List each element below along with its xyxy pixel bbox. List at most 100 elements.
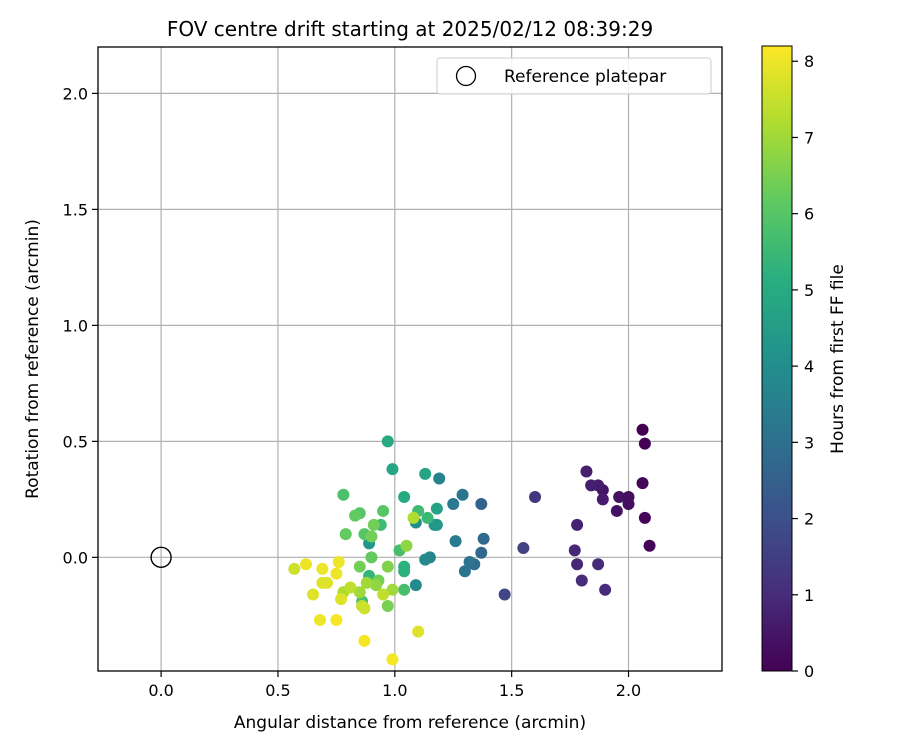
colorbar-tick-label: 5	[804, 281, 814, 300]
colorbar-tick-label: 1	[804, 586, 814, 605]
colorbar-tick-label: 3	[804, 433, 814, 452]
colorbar-tick-label: 0	[804, 662, 814, 681]
x-tick-label: 1.5	[499, 681, 524, 700]
data-point	[316, 576, 329, 589]
data-point	[475, 546, 488, 559]
data-point	[365, 551, 378, 564]
reference-platepar-marker	[150, 546, 172, 569]
data-point	[412, 625, 425, 638]
colorbar-frame	[761, 45, 793, 672]
data-point	[419, 467, 432, 480]
data-point	[638, 437, 651, 450]
legend-label: Reference platepar	[504, 67, 666, 87]
colorbar-tick-label: 7	[804, 128, 814, 147]
chart-title: FOV centre drift starting at 2025/02/12 …	[167, 17, 653, 41]
data-points	[288, 423, 656, 666]
y-tick-label: 1.0	[63, 316, 88, 335]
data-point	[449, 535, 462, 548]
data-point	[353, 560, 366, 573]
data-point	[398, 560, 411, 573]
data-point	[314, 613, 327, 626]
x-tick-label: 0.0	[148, 681, 173, 700]
data-point	[643, 539, 656, 552]
data-point	[463, 555, 476, 568]
data-point	[529, 491, 542, 504]
grid	[98, 47, 722, 671]
data-point	[517, 542, 530, 555]
data-point	[307, 588, 320, 601]
data-point	[365, 530, 378, 543]
colorbar-tick-label: 2	[804, 510, 814, 529]
data-point	[571, 558, 584, 571]
y-tick-label: 1.5	[63, 200, 88, 219]
data-point	[335, 593, 348, 606]
data-point	[398, 491, 411, 504]
data-point	[458, 565, 471, 578]
data-point	[344, 581, 357, 594]
data-point	[636, 477, 649, 490]
data-point	[400, 539, 413, 552]
colorbar-label: Hours from first FF file	[828, 264, 848, 454]
data-point	[386, 653, 399, 666]
plot-frame	[97, 46, 723, 672]
data-point	[433, 472, 446, 485]
data-point	[407, 511, 420, 524]
data-point	[358, 602, 371, 615]
data-point	[330, 567, 343, 580]
legend: Reference platepar	[436, 57, 712, 95]
data-point	[337, 488, 350, 501]
data-point	[330, 613, 343, 626]
y-axis-label: Rotation from reference (arcmin)	[23, 219, 43, 499]
reference-marker-layer	[150, 546, 172, 569]
x-axis-label: Angular distance from reference (arcmin)	[234, 713, 586, 733]
data-point	[360, 576, 373, 589]
colorbar-ticks: 0 1 2 3 4 5 6 7 8	[792, 52, 814, 681]
x-tick-label: 2.0	[616, 681, 641, 700]
x-axis-ticks: 0.0 0.5 1.0 1.5 2.0	[148, 671, 641, 700]
data-point	[377, 588, 390, 601]
data-point	[381, 435, 394, 448]
y-tick-label: 0.0	[63, 548, 88, 567]
data-point	[358, 634, 371, 647]
data-point	[580, 465, 593, 478]
y-axis-ticks: 0.0 0.5 1.0 1.5 2.0	[63, 84, 98, 567]
data-point	[381, 600, 394, 613]
colorbar-tick-label: 8	[804, 52, 814, 71]
data-point	[386, 583, 399, 596]
data-point	[599, 583, 612, 596]
data-point	[409, 579, 422, 592]
data-point	[349, 509, 362, 522]
x-tick-label: 0.5	[265, 681, 290, 700]
data-point	[316, 562, 329, 575]
data-point	[610, 504, 623, 517]
legend-marker-circle	[455, 65, 477, 87]
x-tick-label: 1.0	[382, 681, 407, 700]
data-point	[288, 562, 301, 575]
data-point	[571, 518, 584, 531]
data-point	[332, 555, 345, 568]
data-point	[636, 423, 649, 436]
y-tick-label: 2.0	[63, 84, 88, 103]
data-point	[475, 497, 488, 510]
data-point	[377, 504, 390, 517]
data-point	[498, 588, 511, 601]
data-point	[421, 511, 434, 524]
colorbar-tick-label: 4	[804, 357, 814, 376]
data-point	[386, 463, 399, 476]
data-point	[568, 544, 581, 557]
data-point	[381, 560, 394, 573]
data-point	[477, 532, 490, 545]
data-point	[585, 479, 598, 492]
data-point	[367, 518, 380, 531]
data-point	[300, 558, 312, 571]
colorbar-tick-label: 6	[804, 205, 814, 224]
colorbar-gradient	[762, 46, 792, 671]
data-point	[370, 579, 383, 592]
y-tick-label: 0.5	[63, 432, 88, 451]
data-point	[419, 553, 432, 566]
data-point	[398, 583, 411, 596]
data-point	[339, 528, 352, 541]
data-point	[575, 574, 588, 587]
data-point	[622, 497, 635, 510]
